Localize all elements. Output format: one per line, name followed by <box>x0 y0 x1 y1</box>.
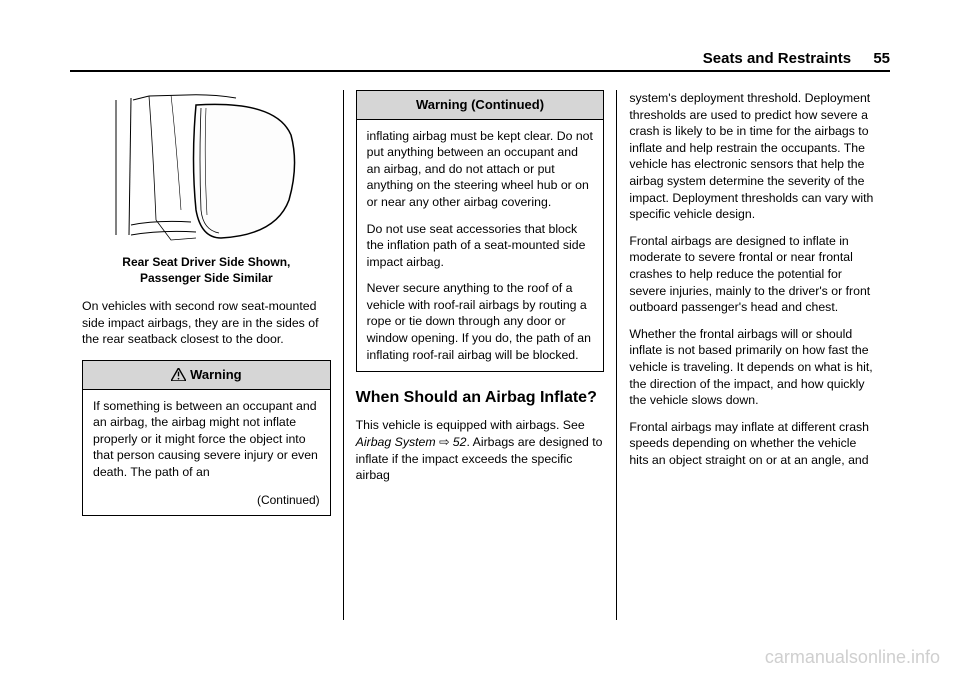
warning-continued-label: (Continued) <box>83 488 330 514</box>
section-title: Seats and Restraints <box>703 50 851 67</box>
column-2: Warning (Continued) inflating airbag mus… <box>343 90 617 620</box>
warning-box: Warning If something is between an occup… <box>82 360 331 516</box>
warning-continued-title: Warning (Continued) <box>416 96 544 114</box>
warning-header-continued: Warning (Continued) <box>357 91 604 120</box>
body-paragraph: system's deployment threshold. Deploymen… <box>629 90 878 223</box>
caption-line-2: Passenger Side Similar <box>140 271 273 285</box>
header-rule: Seats and Restraints 55 <box>70 70 890 72</box>
illustration-caption: Rear Seat Driver Side Shown, Passenger S… <box>82 255 331 286</box>
column-3: system's deployment threshold. Deploymen… <box>616 90 890 620</box>
warning-header: Warning <box>83 361 330 390</box>
warning-text: Do not use seat accessories that block t… <box>367 221 594 271</box>
body-paragraph: Frontal airbags are designed to inflate … <box>629 233 878 316</box>
warning-text: Never secure anything to the roof of a v… <box>367 280 594 363</box>
warning-text: inflating airbag must be kept clear. Do … <box>367 128 594 211</box>
content-columns: Rear Seat Driver Side Shown, Passenger S… <box>70 90 890 620</box>
page-number: 55 <box>873 50 890 67</box>
para-text: This vehicle is equipped with airbags. S… <box>356 418 585 432</box>
running-header: Seats and Restraints 55 <box>703 50 890 67</box>
ref-arrow-icon: ⇨ <box>439 435 449 449</box>
warning-body-continued: inflating airbag must be kept clear. Do … <box>357 120 604 372</box>
warning-box-continued: Warning (Continued) inflating airbag mus… <box>356 90 605 372</box>
column-1: Rear Seat Driver Side Shown, Passenger S… <box>70 90 343 620</box>
warning-triangle-icon <box>171 368 186 381</box>
body-paragraph: On vehicles with second row seat-mounted… <box>82 298 331 348</box>
body-paragraph: This vehicle is equipped with airbags. S… <box>356 417 605 483</box>
manual-page: Seats and Restraints 55 <box>0 0 960 678</box>
section-heading: When Should an Airbag Inflate? <box>356 388 605 407</box>
ref-page: 52 <box>453 435 467 449</box>
body-paragraph: Frontal airbags may inflate at different… <box>629 419 878 469</box>
warning-label: Warning <box>190 366 242 384</box>
cross-ref: Airbag System ⇨ 52 <box>356 435 467 449</box>
warning-body: If something is between an occupant and … <box>83 390 330 489</box>
warning-text: If something is between an occupant and … <box>93 398 320 481</box>
watermark: carmanualsonline.info <box>765 647 940 668</box>
caption-line-1: Rear Seat Driver Side Shown, <box>122 255 290 269</box>
ref-title: Airbag System <box>356 435 436 449</box>
airbag-illustration <box>101 90 311 245</box>
body-paragraph: Whether the frontal airbags will or shou… <box>629 326 878 409</box>
